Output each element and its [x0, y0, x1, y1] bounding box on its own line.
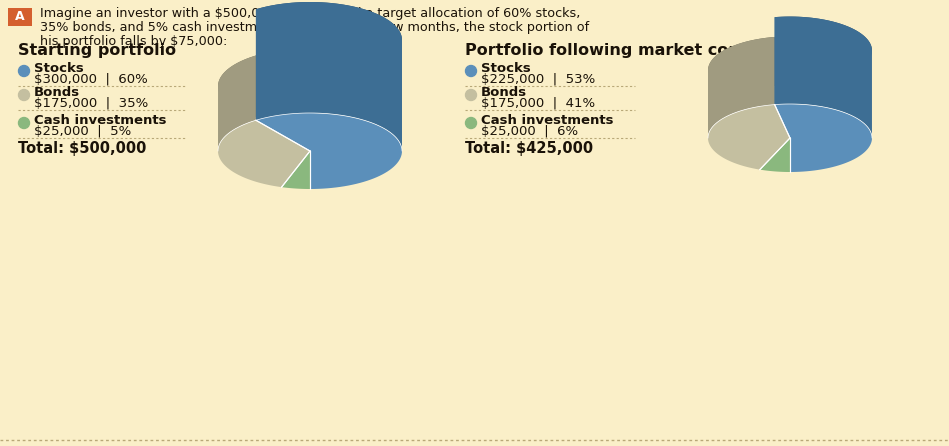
FancyBboxPatch shape — [8, 8, 32, 26]
Polygon shape — [708, 37, 790, 102]
Polygon shape — [774, 17, 872, 85]
Text: Cash investments: Cash investments — [481, 113, 613, 127]
Polygon shape — [760, 70, 790, 169]
Circle shape — [18, 117, 29, 128]
Text: Stocks: Stocks — [34, 62, 84, 74]
Polygon shape — [256, 2, 402, 151]
Circle shape — [18, 66, 29, 77]
Polygon shape — [256, 9, 310, 151]
Polygon shape — [760, 128, 790, 169]
Text: $25,000  |  5%: $25,000 | 5% — [34, 124, 131, 137]
Polygon shape — [282, 142, 310, 180]
Text: Bonds: Bonds — [481, 86, 527, 99]
Polygon shape — [282, 151, 310, 189]
Polygon shape — [774, 104, 872, 172]
Polygon shape — [708, 105, 790, 169]
Text: $225,000  |  53%: $225,000 | 53% — [481, 73, 595, 86]
Polygon shape — [760, 138, 790, 172]
Text: Total: $500,000: Total: $500,000 — [18, 140, 146, 156]
Text: A: A — [15, 11, 25, 24]
Polygon shape — [774, 37, 790, 138]
Text: 35% bonds, and 5% cash investments. After a rough few months, the stock portion : 35% bonds, and 5% cash investments. Afte… — [40, 21, 589, 34]
Text: Starting portfolio: Starting portfolio — [18, 44, 177, 58]
Text: $175,000  |  35%: $175,000 | 35% — [34, 96, 148, 110]
Polygon shape — [774, 17, 872, 137]
Text: Bonds: Bonds — [34, 86, 80, 99]
Polygon shape — [708, 37, 774, 137]
Polygon shape — [256, 55, 310, 151]
Text: $25,000  |  6%: $25,000 | 6% — [481, 124, 578, 137]
Text: his portfolio falls by $75,000:: his portfolio falls by $75,000: — [40, 36, 228, 49]
Circle shape — [466, 117, 476, 128]
Polygon shape — [218, 55, 310, 122]
Polygon shape — [218, 55, 256, 150]
Polygon shape — [760, 128, 790, 162]
Polygon shape — [282, 86, 310, 187]
Polygon shape — [282, 142, 310, 187]
Polygon shape — [218, 120, 310, 187]
Circle shape — [466, 90, 476, 100]
Text: Imagine an investor with a $500,000 portfolio and a target allocation of 60% sto: Imagine an investor with a $500,000 port… — [40, 8, 581, 21]
Polygon shape — [256, 113, 402, 189]
Polygon shape — [774, 17, 790, 138]
Circle shape — [18, 90, 29, 100]
Text: $300,000  |  60%: $300,000 | 60% — [34, 73, 148, 86]
Text: $175,000  |  41%: $175,000 | 41% — [481, 96, 595, 110]
Circle shape — [466, 66, 476, 77]
Text: Stocks: Stocks — [481, 62, 530, 74]
Polygon shape — [256, 2, 402, 78]
Text: Portfolio following market correction: Portfolio following market correction — [465, 44, 801, 58]
Text: Cash investments: Cash investments — [34, 113, 166, 127]
Text: Total: $425,000: Total: $425,000 — [465, 140, 593, 156]
